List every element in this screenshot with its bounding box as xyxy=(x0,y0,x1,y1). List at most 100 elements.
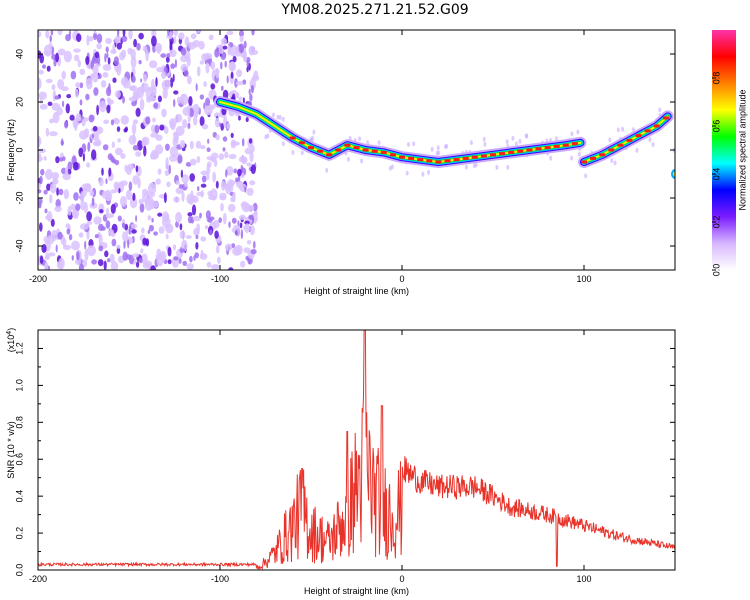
noise-blob xyxy=(54,205,62,212)
noise-blob xyxy=(200,236,207,242)
noise-blob xyxy=(231,217,237,224)
noise-blob xyxy=(213,219,220,229)
noise-blob xyxy=(187,122,191,129)
noise-blob xyxy=(244,186,247,193)
noise-blob xyxy=(128,181,133,192)
noise-blob xyxy=(246,239,252,245)
noise-blob xyxy=(155,178,161,185)
halo-blob xyxy=(360,158,364,164)
halo-blob xyxy=(312,129,316,135)
signal-peak xyxy=(617,143,624,147)
noise-blob xyxy=(182,260,187,266)
noise-blob xyxy=(44,208,48,214)
noise-blob xyxy=(129,197,138,209)
noise-blob xyxy=(57,30,63,36)
noise-blob xyxy=(191,204,197,216)
halo-blob xyxy=(412,141,416,147)
noise-blob xyxy=(38,77,42,90)
halo-blob xyxy=(524,133,528,139)
noise-blob xyxy=(105,178,108,185)
noise-blob xyxy=(179,230,186,239)
noise-blob xyxy=(105,207,109,216)
signal-peak xyxy=(289,136,296,140)
signal-peak xyxy=(408,156,415,160)
noise-blob xyxy=(181,174,189,184)
noise-blob xyxy=(127,163,135,171)
noise-blob xyxy=(142,262,152,269)
noise-blob xyxy=(49,131,58,137)
noise-blob xyxy=(39,96,43,104)
noise-blob xyxy=(251,30,255,36)
noise-blob xyxy=(114,35,122,45)
noise-blob xyxy=(38,197,43,205)
noise-blob xyxy=(235,81,244,86)
noise-blob xyxy=(195,242,199,250)
noise-blob xyxy=(105,46,109,53)
signal-peak xyxy=(480,154,487,158)
noise-blob xyxy=(201,124,209,130)
noise-blob xyxy=(227,179,235,187)
noise-blob xyxy=(66,94,72,99)
noise-blob xyxy=(169,49,177,58)
noise-blob xyxy=(93,87,99,96)
noise-blob xyxy=(52,111,60,124)
noise-blob xyxy=(155,77,158,87)
noise-blob xyxy=(38,136,41,148)
noise-blob xyxy=(123,240,126,249)
noise-blob xyxy=(207,138,210,144)
noise-blob xyxy=(146,96,152,103)
snr-frame xyxy=(37,329,676,571)
signal-peak xyxy=(389,153,396,157)
halo-blob xyxy=(610,158,614,164)
halo-blob xyxy=(576,129,580,135)
noise-blob xyxy=(45,30,50,39)
noise-blob xyxy=(196,223,200,234)
noise-blob xyxy=(137,177,141,189)
noise-blob xyxy=(87,141,91,152)
noise-blob xyxy=(173,132,180,143)
noise-blob xyxy=(135,107,141,118)
noise-blob xyxy=(38,69,44,75)
noise-blob xyxy=(245,117,249,123)
noise-blob xyxy=(39,53,44,64)
noise-blob xyxy=(215,180,219,189)
noise-blob xyxy=(246,66,249,73)
noise-blob xyxy=(89,190,95,197)
noise-blob xyxy=(47,234,55,245)
noise-blob xyxy=(211,152,219,160)
noise-blob xyxy=(116,30,120,37)
noise-blob xyxy=(45,169,53,180)
noise-blob xyxy=(162,87,168,99)
noise-blob xyxy=(76,251,80,261)
signal-peak xyxy=(444,159,451,163)
y-tick-label: 40 xyxy=(14,49,24,59)
noise-blob xyxy=(110,203,116,214)
noise-blob xyxy=(250,84,254,94)
noise-blob xyxy=(222,136,228,142)
noise-blob xyxy=(70,203,76,211)
noise-blob xyxy=(127,239,130,249)
noise-blob xyxy=(117,215,122,222)
noise-blob xyxy=(173,99,176,108)
noise-blob xyxy=(51,172,60,180)
noise-blob xyxy=(138,198,143,205)
noise-blob xyxy=(96,104,99,116)
noise-blob xyxy=(69,114,75,121)
noise-blob xyxy=(156,66,164,73)
noise-blob xyxy=(157,212,163,217)
noise-blob xyxy=(246,162,253,167)
noise-blob xyxy=(244,223,251,234)
signal-peak xyxy=(608,148,615,152)
noise-blob xyxy=(186,263,194,270)
noise-blob xyxy=(228,221,231,228)
noise-blob xyxy=(168,118,177,128)
noise-blob xyxy=(241,138,245,147)
y-tick-label: 0.2 xyxy=(14,527,24,540)
noise-blob xyxy=(59,157,64,162)
noise-blob xyxy=(151,35,157,47)
signal-peak xyxy=(571,142,578,146)
noise-blob xyxy=(77,59,82,68)
noise-blob xyxy=(85,93,90,101)
noise-blob xyxy=(135,151,142,157)
signal-peak xyxy=(426,159,433,163)
